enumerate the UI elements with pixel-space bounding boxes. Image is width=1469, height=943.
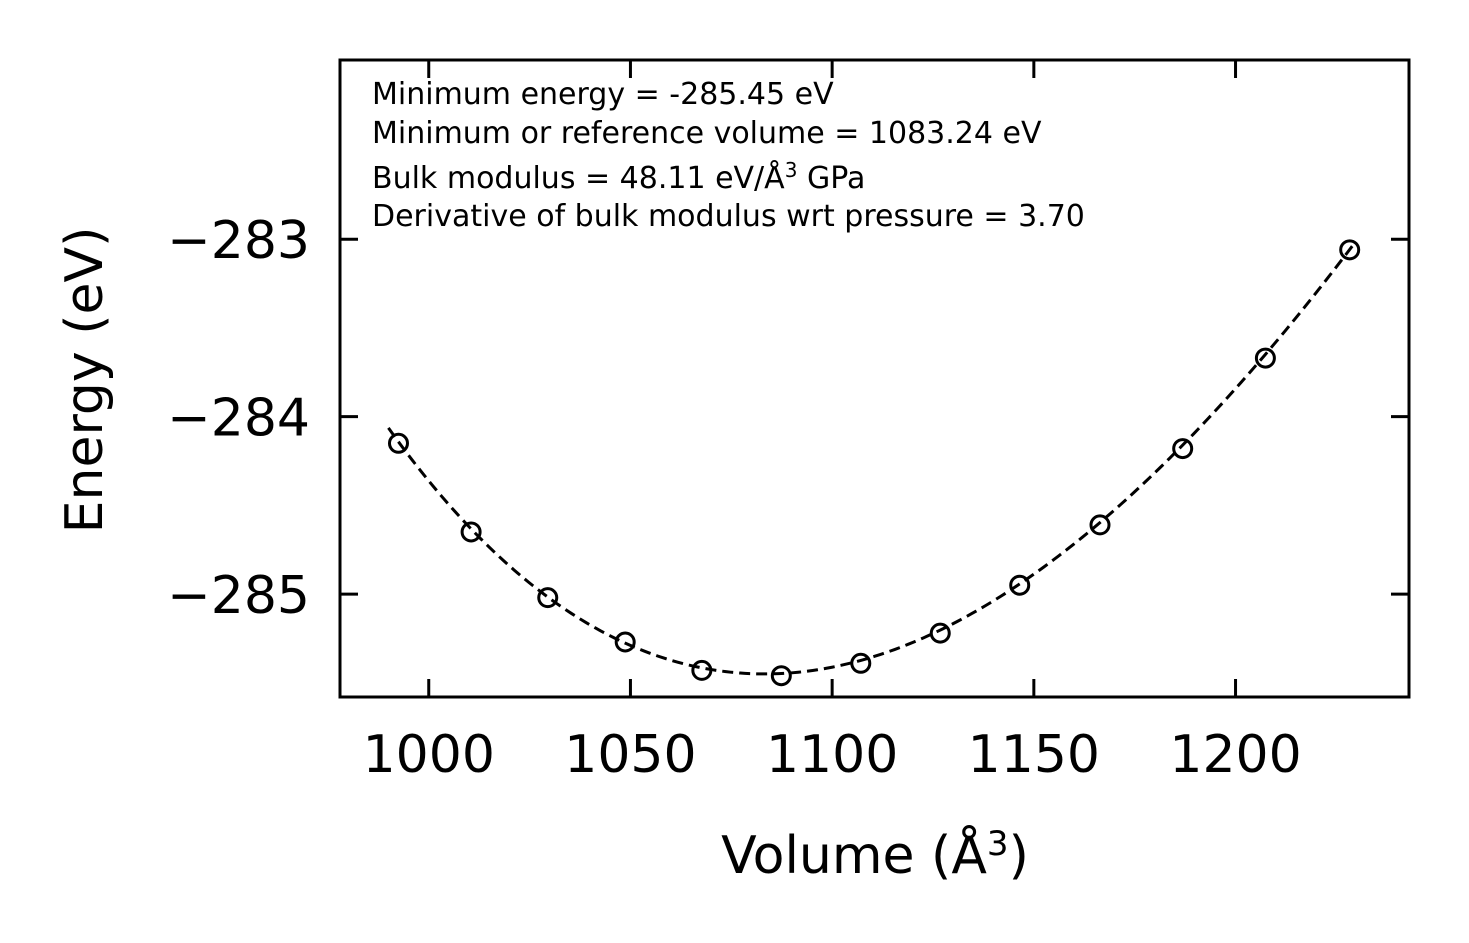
data-point: [1172, 438, 1194, 460]
data-point: [770, 665, 792, 687]
annotation-min-energy: Minimum energy = -285.45 eV: [372, 77, 834, 112]
x-tick-label: 1150: [968, 725, 1100, 785]
data-point: [537, 587, 559, 609]
data-point: [691, 659, 713, 681]
x-axis-title: Volume (Å3): [721, 824, 1029, 886]
data-point: [1089, 514, 1111, 536]
fit-curve: [387, 244, 1354, 676]
plot-content: [387, 239, 1361, 687]
data-point: [1339, 239, 1361, 261]
axis-ticks: 1000 1050 1100 1150 1200 −283 −284 −285: [167, 60, 1409, 785]
data-point: [1009, 574, 1031, 596]
annotation-bulk-modulus: Bulk modulus = 48.11 eV/Å3 GPa: [372, 158, 865, 196]
data-point: [614, 631, 636, 653]
data-point: [387, 432, 409, 454]
annotation-block: Minimum energy = -285.45 eV Minimum or r…: [372, 77, 1085, 234]
x-tick-label: 1100: [766, 725, 898, 785]
y-tick-label: −283: [167, 211, 310, 271]
y-tick-label: −284: [167, 389, 310, 449]
annotation-bulk-modulus-derivative: Derivative of bulk modulus wrt pressure …: [372, 199, 1085, 234]
x-tick-label: 1200: [1169, 725, 1301, 785]
plot-frame: [338, 58, 1411, 699]
x-tick-label: 1050: [564, 725, 696, 785]
data-point: [929, 622, 951, 644]
annotation-min-volume: Minimum or reference volume = 1083.24 eV: [372, 116, 1042, 151]
data-point: [460, 521, 482, 543]
x-tick-label: 1000: [363, 725, 495, 785]
y-tick-label: −285: [167, 566, 310, 626]
data-point: [850, 652, 872, 674]
y-axis-title: Energy (eV): [55, 227, 115, 534]
data-point: [1254, 347, 1276, 369]
